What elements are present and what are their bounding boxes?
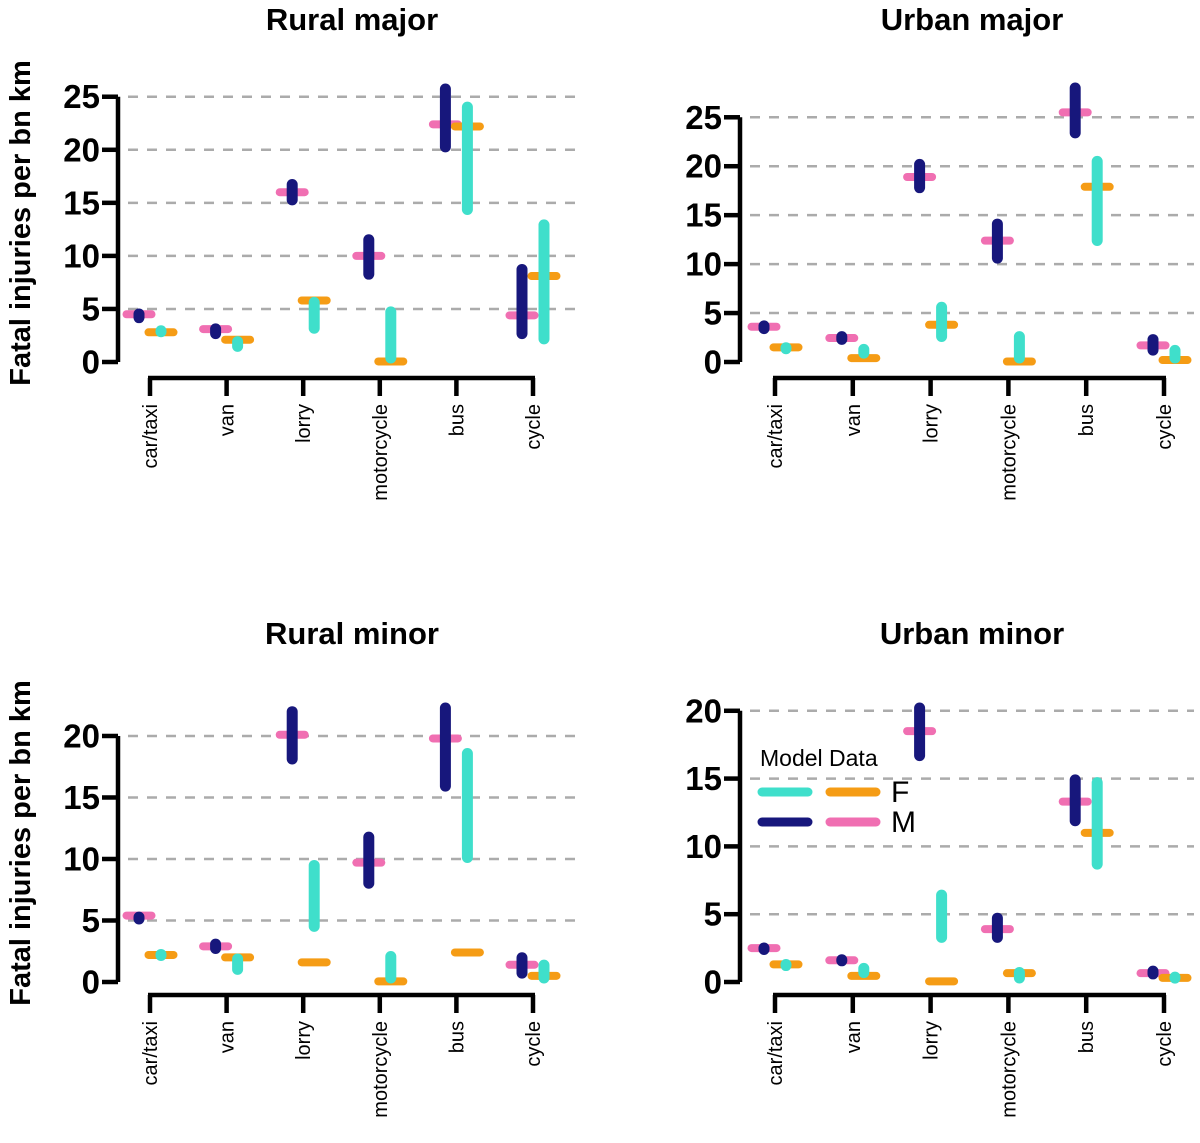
panel-title: Urban major [881, 2, 1064, 37]
category-label: lorry [293, 1021, 315, 1060]
category-label: motorcycle [998, 1021, 1020, 1118]
category-label: cycle [1154, 404, 1176, 450]
legend-entry-label: F [891, 776, 909, 809]
category-label: van [843, 1021, 865, 1053]
category-label: car/taxi [765, 404, 787, 468]
panel-rural-major: Rural major 0 5 10 15 20 25 Fatal injuries per … [0, 0, 600, 570]
y-tick-label: 10 [685, 246, 722, 283]
y-tick-label: 20 [63, 131, 100, 168]
category-label: van [843, 404, 865, 436]
y-tick-label: 5 [82, 902, 100, 939]
category-label: van [217, 1021, 239, 1053]
category-label: lorry [921, 404, 943, 443]
y-tick-label: 0 [704, 964, 722, 1001]
y-tick-label: 0 [82, 344, 100, 381]
category-label: lorry [293, 404, 315, 443]
category-label: motorcycle [370, 404, 392, 501]
category-label: cycle [523, 404, 545, 450]
panel-title: Rural major [266, 2, 438, 37]
y-tick-label: 5 [704, 295, 722, 332]
legend-entry-label: M [891, 806, 916, 839]
y-tick-label: 5 [82, 290, 100, 327]
y-tick-label: 15 [685, 760, 722, 797]
y-tick-label: 15 [63, 779, 100, 816]
y-tick-label: 15 [685, 197, 722, 234]
y-tick-label: 10 [63, 840, 100, 877]
category-label: cycle [1154, 1021, 1176, 1067]
category-label: motorcycle [998, 404, 1020, 501]
panel-title: Urban minor [880, 616, 1064, 651]
rural-minor-chart: Rural minor 0 5 10 15 20 Fatal injuries per bn… [5, 616, 584, 1118]
category-label: bus [446, 1021, 468, 1053]
y-tick-label: 5 [704, 896, 722, 933]
y-tick-label: 10 [685, 828, 722, 865]
y-tick-label: 20 [685, 692, 722, 729]
category-label: van [217, 404, 239, 436]
y-axis-title: Fatal injuries per bn km [5, 680, 37, 1006]
y-tick-label: 10 [63, 237, 100, 274]
panel-urban-major: Urban major 0 5 10 15 20 25 car/taxi van lorry mot… [600, 0, 1200, 570]
y-tick-label: 25 [685, 99, 722, 136]
urban-minor-chart: Urban minor 0 5 10 15 20 car/taxi van lorry motor… [685, 616, 1194, 1118]
y-tick-label: 0 [82, 964, 100, 1001]
category-label: car/taxi [140, 404, 162, 468]
y-tick-label: 15 [63, 184, 100, 221]
category-label: car/taxi [140, 1021, 162, 1085]
panel-rural-minor: Rural minor 0 5 10 15 20 Fatal injuries per bn… [0, 570, 600, 1143]
rural-major-chart: Rural major 0 5 10 15 20 25 Fatal injuries per … [5, 2, 584, 501]
panel-urban-minor: Urban minor 0 5 10 15 20 car/taxi van lorry motor… [600, 570, 1200, 1143]
legend-title: Model Data [760, 745, 878, 771]
y-tick-label: 0 [704, 344, 722, 381]
y-axis-title: Fatal injuries per bn km [5, 60, 37, 386]
category-label: cycle [523, 1021, 545, 1067]
urban-major-chart: Urban major 0 5 10 15 20 25 car/taxi van lorry mot… [685, 2, 1194, 501]
category-label: car/taxi [765, 1021, 787, 1085]
category-label: lorry [921, 1021, 943, 1060]
category-label: motorcycle [370, 1021, 392, 1118]
y-tick-label: 25 [63, 78, 100, 115]
panel-title: Rural minor [265, 616, 439, 651]
category-label: bus [446, 404, 468, 436]
category-label: bus [1076, 1021, 1098, 1053]
category-label: bus [1076, 404, 1098, 436]
y-tick-label: 20 [63, 717, 100, 754]
y-tick-label: 20 [685, 148, 722, 185]
